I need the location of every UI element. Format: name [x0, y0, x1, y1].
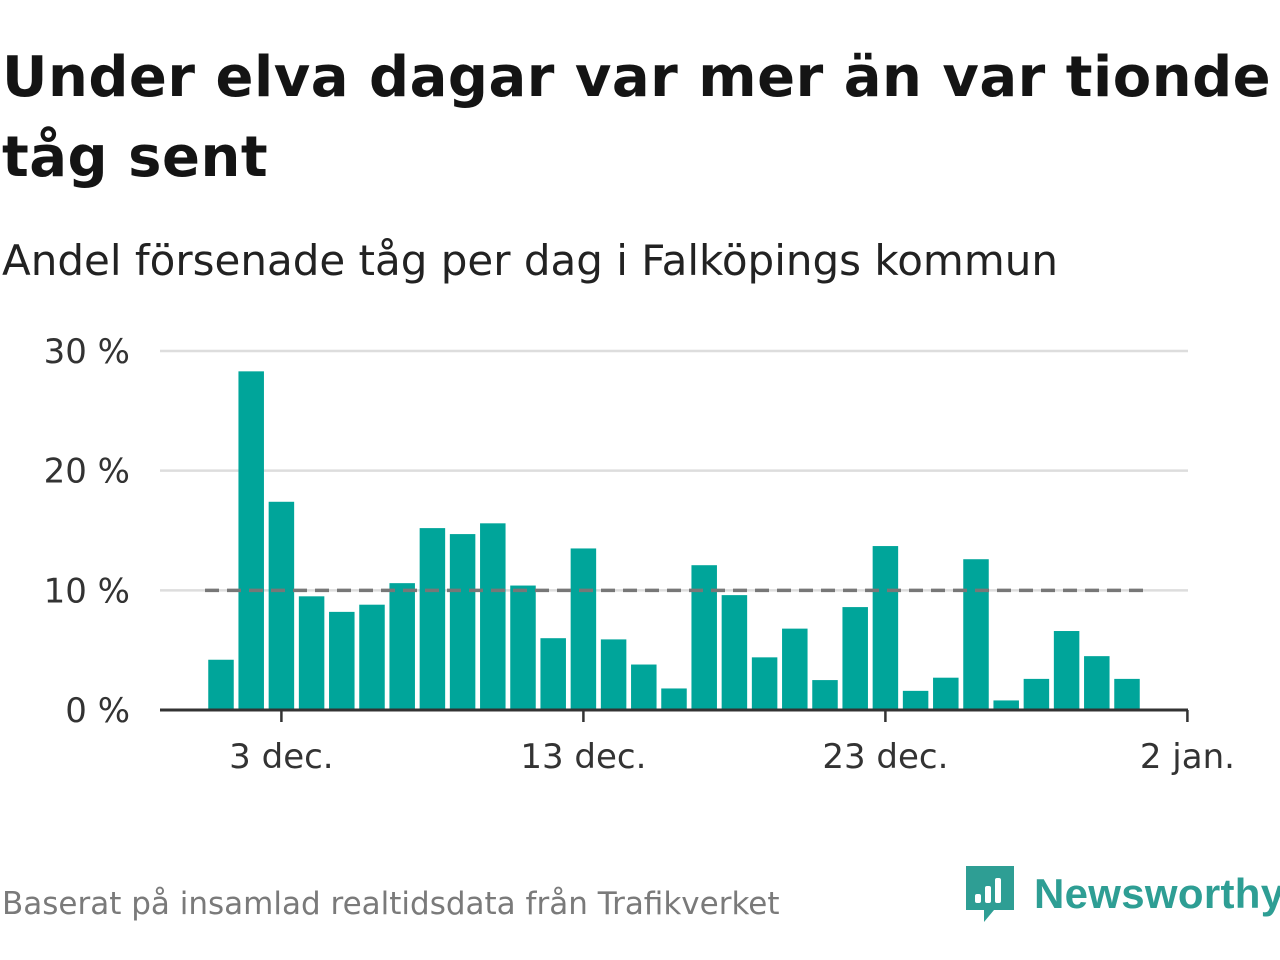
y-tick-label: 20 %: [44, 452, 130, 492]
brand-logo: Newsworthy: [964, 864, 1280, 924]
bar: [389, 583, 415, 710]
x-tick-label: 23 dec.: [822, 737, 948, 777]
axes: 0 % 10 % 20 % 30 % 3 dec. 13 dec. 23 dec. 2 jan…: [44, 332, 1235, 777]
bar: [812, 680, 838, 710]
bar: [782, 628, 808, 710]
bar: [1023, 678, 1050, 710]
bar: [721, 595, 748, 710]
x-tick-label: 3 dec.: [229, 737, 333, 777]
bar: [993, 700, 1019, 710]
source-note: Baserat på insamlad realtidsdata från Tr…: [2, 886, 780, 922]
y-tick-label: 0 %: [65, 691, 130, 731]
chart-title: Under elva dagar var mer än var tionde t…: [2, 45, 1272, 190]
x-tick-label: 13 dec.: [520, 737, 646, 777]
bar: [600, 639, 627, 710]
bar: [1084, 656, 1110, 710]
newsworthy-logo-icon: [966, 866, 1014, 922]
bar: [902, 690, 929, 710]
bar-chart: 0 % 10 % 20 % 30 % 3 dec. 13 dec. 23 dec. 2 jan…: [44, 332, 1235, 777]
bar: [842, 607, 868, 710]
bar: [933, 677, 959, 710]
x-tick-label: 2 jan.: [1140, 737, 1235, 777]
gridlines: [160, 349, 1188, 592]
bar: [480, 523, 506, 710]
bar: [208, 659, 234, 710]
bar: [510, 585, 536, 710]
bar: [238, 371, 264, 710]
bar: [661, 688, 687, 710]
bar: [1053, 631, 1080, 710]
bar: [268, 501, 295, 710]
bar: [359, 604, 385, 710]
bar: [540, 638, 566, 710]
bar: [751, 657, 778, 710]
bars: [208, 371, 1140, 710]
brand-name: Newsworthy: [1034, 870, 1280, 917]
bar: [631, 664, 657, 710]
bar: [570, 548, 597, 710]
bar: [449, 534, 476, 710]
bar: [872, 546, 899, 710]
y-tick-label: 10 %: [44, 571, 130, 611]
chart-subtitle: Andel försenade tåg per dag i Falköpings…: [2, 236, 1058, 285]
bar: [1114, 678, 1140, 710]
y-tick-label: 30 %: [44, 332, 130, 372]
bar: [691, 565, 717, 710]
bar: [419, 528, 446, 710]
bar: [329, 611, 355, 710]
bar: [963, 559, 989, 710]
bar: [298, 596, 325, 710]
